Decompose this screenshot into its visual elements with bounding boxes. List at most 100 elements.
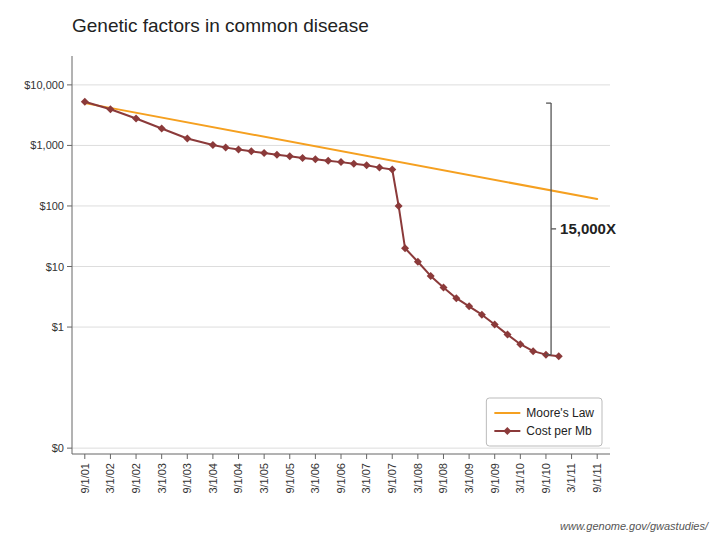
legend-label: Moore's Law bbox=[526, 406, 594, 420]
x-tick-label: 9/1/07 bbox=[386, 463, 398, 494]
marker bbox=[504, 331, 512, 339]
x-tick bbox=[84, 454, 85, 459]
legend-label: Cost per Mb bbox=[526, 424, 592, 438]
y-tick bbox=[67, 266, 72, 267]
x-tick bbox=[161, 454, 162, 459]
marker bbox=[427, 272, 435, 280]
y-tick-label: $1,000 bbox=[30, 139, 64, 151]
grid-line bbox=[72, 84, 610, 85]
legend: Moore's Law Cost per Mb bbox=[486, 398, 602, 446]
y-tick bbox=[67, 84, 72, 85]
marker bbox=[401, 244, 409, 252]
x-tick bbox=[187, 454, 188, 459]
x-tick-label: 9/1/01 bbox=[79, 463, 91, 494]
x-tick bbox=[469, 454, 470, 459]
x-tick bbox=[545, 454, 546, 459]
x-tick bbox=[315, 454, 316, 459]
bracket-top bbox=[546, 102, 551, 103]
x-tick bbox=[520, 454, 521, 459]
axes: $0$1$10$100$1,000$10,0009/1/013/1/029/1/… bbox=[24, 56, 610, 494]
y-tick-label: $10,000 bbox=[24, 79, 64, 91]
x-tick-label: 3/1/03 bbox=[156, 463, 168, 494]
x-tick-label: 9/1/05 bbox=[284, 463, 296, 494]
x-tick-label: 9/1/06 bbox=[335, 463, 347, 494]
marker bbox=[529, 347, 537, 355]
x-tick bbox=[264, 454, 265, 459]
x-tick-label: 9/1/11 bbox=[591, 463, 603, 493]
y-tick-label: $100 bbox=[40, 200, 64, 212]
marker bbox=[260, 149, 268, 157]
marker bbox=[247, 147, 255, 155]
marker bbox=[388, 166, 396, 174]
x-tick-label: 9/1/08 bbox=[437, 463, 449, 494]
marker bbox=[337, 158, 345, 166]
marker bbox=[491, 321, 499, 329]
marker bbox=[324, 157, 332, 165]
grid-line bbox=[72, 448, 610, 449]
x-tick bbox=[212, 454, 213, 459]
x-tick bbox=[494, 454, 495, 459]
marker bbox=[452, 294, 460, 302]
y-tick-label: $1 bbox=[52, 321, 64, 333]
bracket-bottom bbox=[546, 354, 551, 355]
marker bbox=[516, 340, 524, 348]
x-tick bbox=[392, 454, 393, 459]
x-tick-label: 9/1/02 bbox=[130, 463, 142, 494]
x-tick bbox=[110, 454, 111, 459]
legend-marker bbox=[503, 427, 511, 435]
grid-line bbox=[72, 205, 610, 206]
marker bbox=[81, 98, 89, 106]
marker bbox=[395, 202, 403, 210]
legend-item: Cost per Mb bbox=[494, 424, 592, 438]
x-tick bbox=[571, 454, 572, 459]
x-tick-label: 9/1/10 bbox=[540, 463, 552, 494]
x-axis-line bbox=[72, 454, 610, 455]
marker bbox=[478, 311, 486, 319]
title: Genetic factors in common disease bbox=[72, 15, 369, 36]
marker bbox=[222, 144, 230, 152]
chart-container: Genetic factors in common disease $0 $1 $10… bbox=[0, 0, 720, 540]
x-tick bbox=[366, 454, 367, 459]
x-tick bbox=[289, 454, 290, 459]
marker bbox=[132, 115, 140, 123]
x-tick bbox=[597, 454, 598, 459]
x-tick-label: 3/1/10 bbox=[514, 463, 526, 494]
marker bbox=[363, 161, 371, 169]
annotation: 15,000X bbox=[560, 220, 616, 237]
y-tick-label: $0 bbox=[52, 442, 64, 454]
marker bbox=[555, 352, 563, 360]
x-tick bbox=[238, 454, 239, 459]
plot-area bbox=[81, 98, 597, 361]
y-tick bbox=[67, 448, 72, 449]
x-tick-label: 3/1/05 bbox=[258, 463, 270, 494]
marker bbox=[414, 258, 422, 266]
x-tick-label: 3/1/04 bbox=[207, 463, 219, 494]
marker bbox=[299, 154, 307, 162]
grid bbox=[72, 85, 610, 448]
marker bbox=[350, 160, 358, 168]
marker bbox=[286, 152, 294, 160]
x-tick-label: 9/1/09 bbox=[489, 463, 501, 494]
series-line bbox=[85, 103, 597, 199]
x-tick-label: 3/1/08 bbox=[412, 463, 424, 494]
marker bbox=[209, 141, 217, 149]
marker bbox=[106, 105, 114, 113]
y-axis-line bbox=[72, 56, 73, 454]
marker bbox=[375, 164, 383, 172]
x-tick-label: 3/1/11 bbox=[565, 463, 577, 493]
marker bbox=[311, 155, 319, 163]
bracket-mid bbox=[551, 228, 556, 229]
marker bbox=[439, 284, 447, 292]
grid-line bbox=[72, 327, 610, 328]
x-tick bbox=[443, 454, 444, 459]
legend-box bbox=[486, 398, 602, 446]
grid-line bbox=[72, 145, 610, 146]
x-tick-label: 3/1/07 bbox=[360, 463, 372, 494]
marker bbox=[235, 145, 243, 153]
marker bbox=[158, 125, 166, 133]
background bbox=[0, 0, 720, 540]
x-tick bbox=[417, 454, 418, 459]
footnote: www.genome.gov/gwastudies/ bbox=[560, 520, 709, 532]
series-line bbox=[85, 102, 559, 357]
marker bbox=[183, 135, 191, 143]
